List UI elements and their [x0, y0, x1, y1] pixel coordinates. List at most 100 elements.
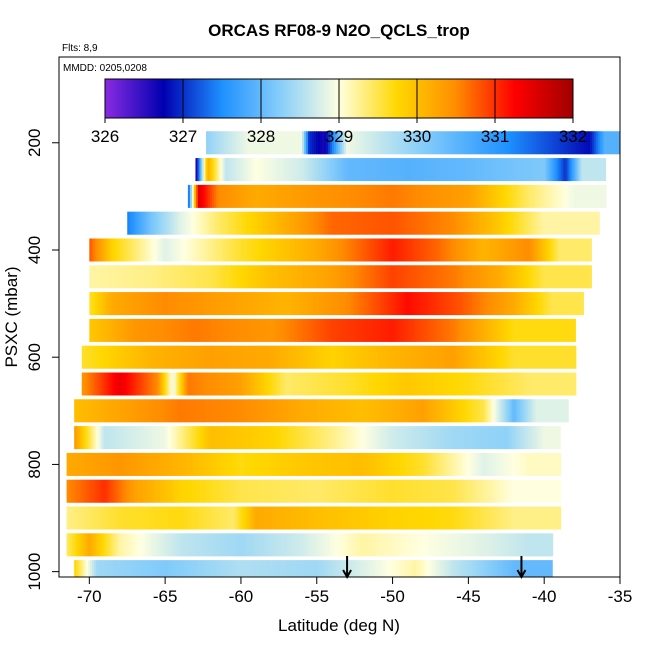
heat-cell	[146, 533, 150, 557]
heat-cell	[272, 131, 275, 155]
heat-cell	[561, 184, 565, 208]
heat-cell	[507, 292, 510, 316]
heat-cell	[452, 533, 456, 557]
heat-cell	[575, 265, 578, 289]
heat-cell	[184, 560, 187, 577]
heat-cell	[381, 184, 385, 208]
heat-cell	[542, 452, 546, 476]
heat-cell	[488, 533, 492, 557]
heat-cell	[503, 238, 506, 262]
heat-cell	[121, 292, 124, 316]
heat-cell	[274, 560, 277, 577]
heat-cell	[101, 238, 104, 262]
heat-cell	[515, 211, 518, 235]
heat-cell	[242, 452, 246, 476]
heat-cell	[103, 292, 106, 316]
heat-cell	[237, 345, 241, 369]
heat-cell	[349, 184, 353, 208]
heat-cell	[511, 238, 514, 262]
heat-cell	[503, 345, 507, 369]
heat-cell	[363, 184, 367, 208]
heat-cell	[418, 452, 422, 476]
heat-cell	[347, 372, 351, 396]
heat-cell	[89, 345, 93, 369]
heat-cell	[259, 372, 263, 396]
heat-cell	[409, 184, 413, 208]
heat-cell	[309, 211, 312, 235]
heat-cell	[433, 265, 436, 289]
heat-cell	[278, 506, 282, 530]
heat-cell	[88, 506, 92, 530]
heat-cell	[196, 452, 200, 476]
heat-cell	[438, 560, 441, 577]
heat-cell	[152, 399, 155, 423]
heatmap-layer	[195, 158, 607, 182]
heat-cell	[199, 211, 202, 235]
heat-cell	[204, 506, 208, 530]
heat-cell	[90, 533, 94, 557]
heat-cell	[311, 345, 315, 369]
heat-cell	[551, 345, 555, 369]
heat-cell	[462, 131, 465, 155]
heat-cell	[348, 131, 351, 155]
heat-cell	[349, 345, 353, 369]
heat-cell	[526, 452, 530, 476]
heat-cell	[586, 131, 589, 155]
heat-cell	[490, 426, 493, 450]
heat-cell	[507, 211, 510, 235]
heat-cell	[312, 452, 316, 476]
heat-cell	[505, 318, 508, 342]
heat-cell	[284, 426, 287, 450]
heat-cell	[574, 131, 577, 155]
heat-cell	[134, 479, 138, 503]
heat-cell	[460, 131, 463, 155]
heat-cell	[325, 292, 328, 316]
heat-cell	[220, 399, 223, 423]
heat-cell	[329, 265, 332, 289]
heat-cell	[163, 292, 166, 316]
heat-cell	[575, 158, 579, 182]
heat-cell	[162, 399, 165, 423]
heat-cell	[287, 238, 290, 262]
heat-cell	[365, 345, 369, 369]
heat-cell	[136, 479, 140, 503]
heat-cell	[451, 265, 454, 289]
heat-cell	[511, 184, 515, 208]
heat-cell	[112, 452, 116, 476]
heat-cell	[410, 506, 414, 530]
heat-cell	[202, 399, 205, 423]
heat-cell	[394, 533, 398, 557]
heat-cell	[308, 452, 312, 476]
x-tick-label: -70	[77, 587, 102, 606]
heat-cell	[569, 372, 573, 396]
heat-cell	[320, 452, 324, 476]
heat-cell	[343, 158, 347, 182]
heat-cell	[375, 265, 378, 289]
heat-cell	[523, 265, 526, 289]
heat-cell	[116, 506, 120, 530]
heat-cell	[328, 506, 332, 530]
heat-cell	[327, 345, 331, 369]
heat-cell	[414, 399, 417, 423]
heat-cell	[494, 533, 498, 557]
heat-cell	[481, 158, 485, 182]
heat-cell	[450, 560, 453, 577]
heat-cell	[74, 452, 78, 476]
heat-cell	[147, 265, 150, 289]
heat-cell	[104, 426, 107, 450]
heat-cell	[449, 184, 453, 208]
heat-cell	[194, 506, 198, 530]
heat-cell	[91, 238, 94, 262]
heat-cell	[563, 265, 566, 289]
heat-cell	[274, 506, 278, 530]
heat-cell	[308, 506, 312, 530]
heat-cell	[246, 560, 249, 577]
heat-cell	[375, 184, 379, 208]
heat-cell	[420, 399, 423, 423]
heat-cell	[262, 131, 265, 155]
heat-cell	[369, 211, 372, 235]
heat-cell	[174, 533, 178, 557]
heat-cell	[529, 238, 532, 262]
heat-cell	[309, 372, 313, 396]
heat-cell	[238, 131, 241, 155]
